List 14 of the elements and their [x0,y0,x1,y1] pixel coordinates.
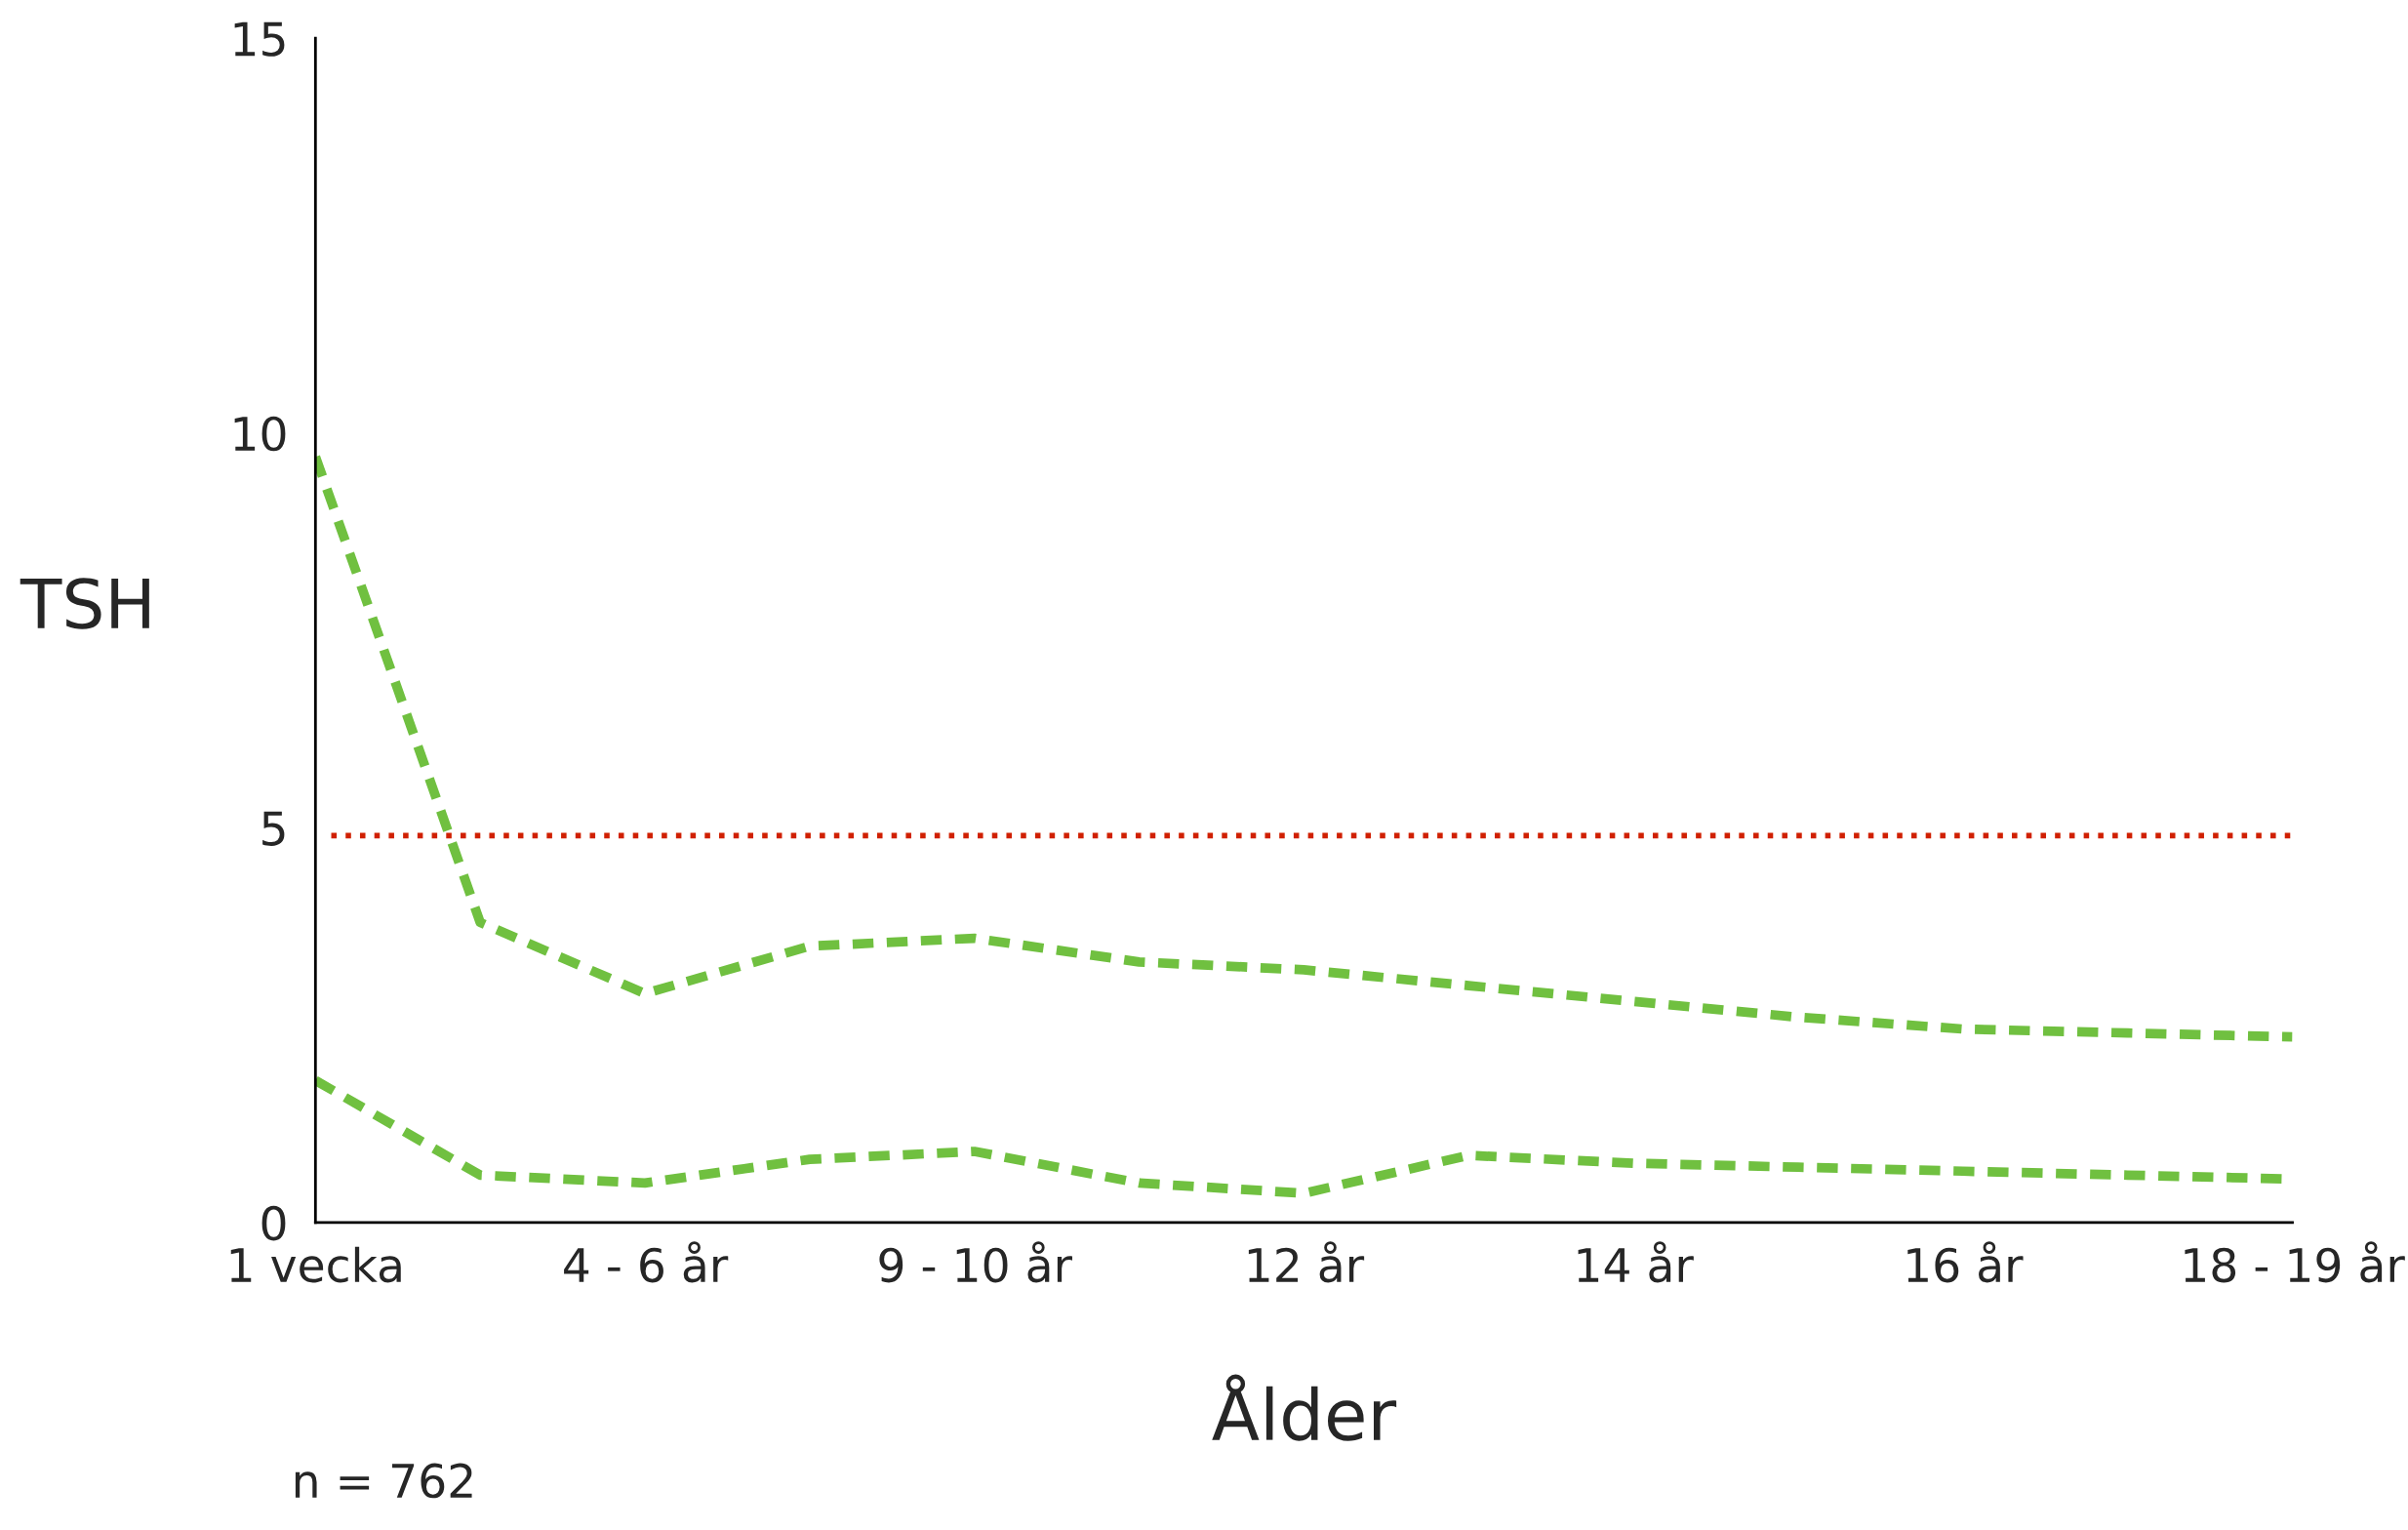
y-axis-title: TSH [20,578,149,629]
y-tick-label: 15 [234,21,285,57]
text: n = 762 [295,1463,472,1499]
y-tick-label: 0 [261,1205,286,1241]
x-tick-label: 4 - 6 år [564,1241,729,1283]
x-axis-title: Ålder [1212,1374,1397,1441]
y-tick-label: 5 [262,811,285,846]
x-tick-label: 18 - 19 år [2185,1241,2405,1283]
x-tick-label: 1 vecka [230,1246,401,1283]
y-tick-label: 10 [234,416,286,452]
x-tick-label: 16 år [1907,1241,2024,1283]
x-tick-label: 14 år [1578,1241,1694,1283]
x-tick-label: 12 år [1248,1241,1365,1283]
x-tick-label: 9 - 10 år [879,1241,1072,1283]
